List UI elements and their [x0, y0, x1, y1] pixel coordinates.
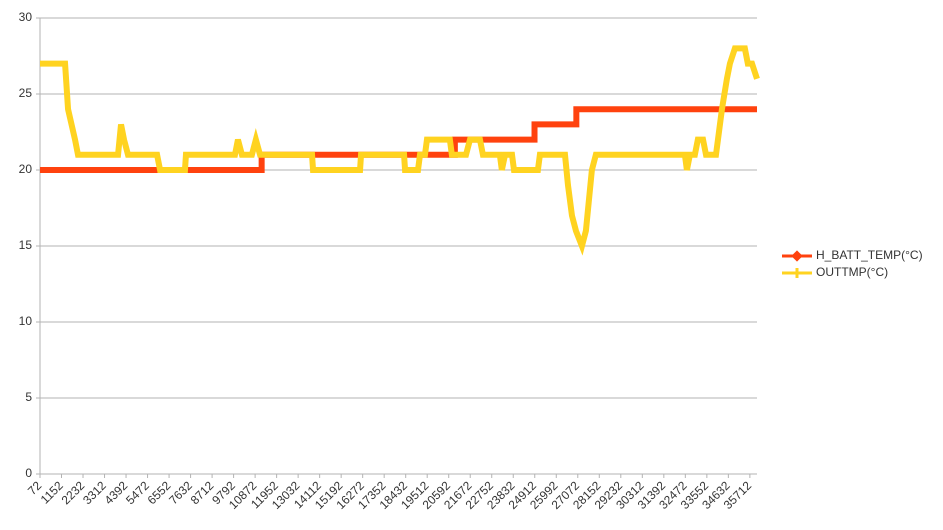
y-tick-label: 5 — [25, 390, 32, 404]
legend-label: OUTTMP(°C) — [816, 265, 888, 279]
legend-label: H_BATT_TEMP(°C) — [816, 248, 923, 262]
x-tick-label: 7632 — [166, 478, 195, 507]
y-tick-label: 15 — [19, 238, 33, 252]
x-tick-label: 6552 — [145, 478, 174, 507]
x-tick-label: 2232 — [59, 478, 88, 507]
x-tick-label: 8712 — [188, 478, 217, 507]
y-tick-label: 0 — [25, 466, 32, 480]
x-tick-label: 3312 — [80, 478, 109, 507]
series-line — [40, 45, 760, 256]
legend-marker — [791, 250, 803, 262]
x-tick-label: 4392 — [102, 478, 131, 507]
y-tick-label: 30 — [19, 10, 33, 24]
x-tick-label: 1152 — [38, 478, 66, 506]
series-line — [40, 106, 757, 173]
y-tick-label: 10 — [19, 314, 33, 328]
y-tick-label: 20 — [19, 162, 33, 176]
x-tick-label: 5472 — [123, 478, 152, 507]
y-tick-label: 25 — [19, 86, 33, 100]
